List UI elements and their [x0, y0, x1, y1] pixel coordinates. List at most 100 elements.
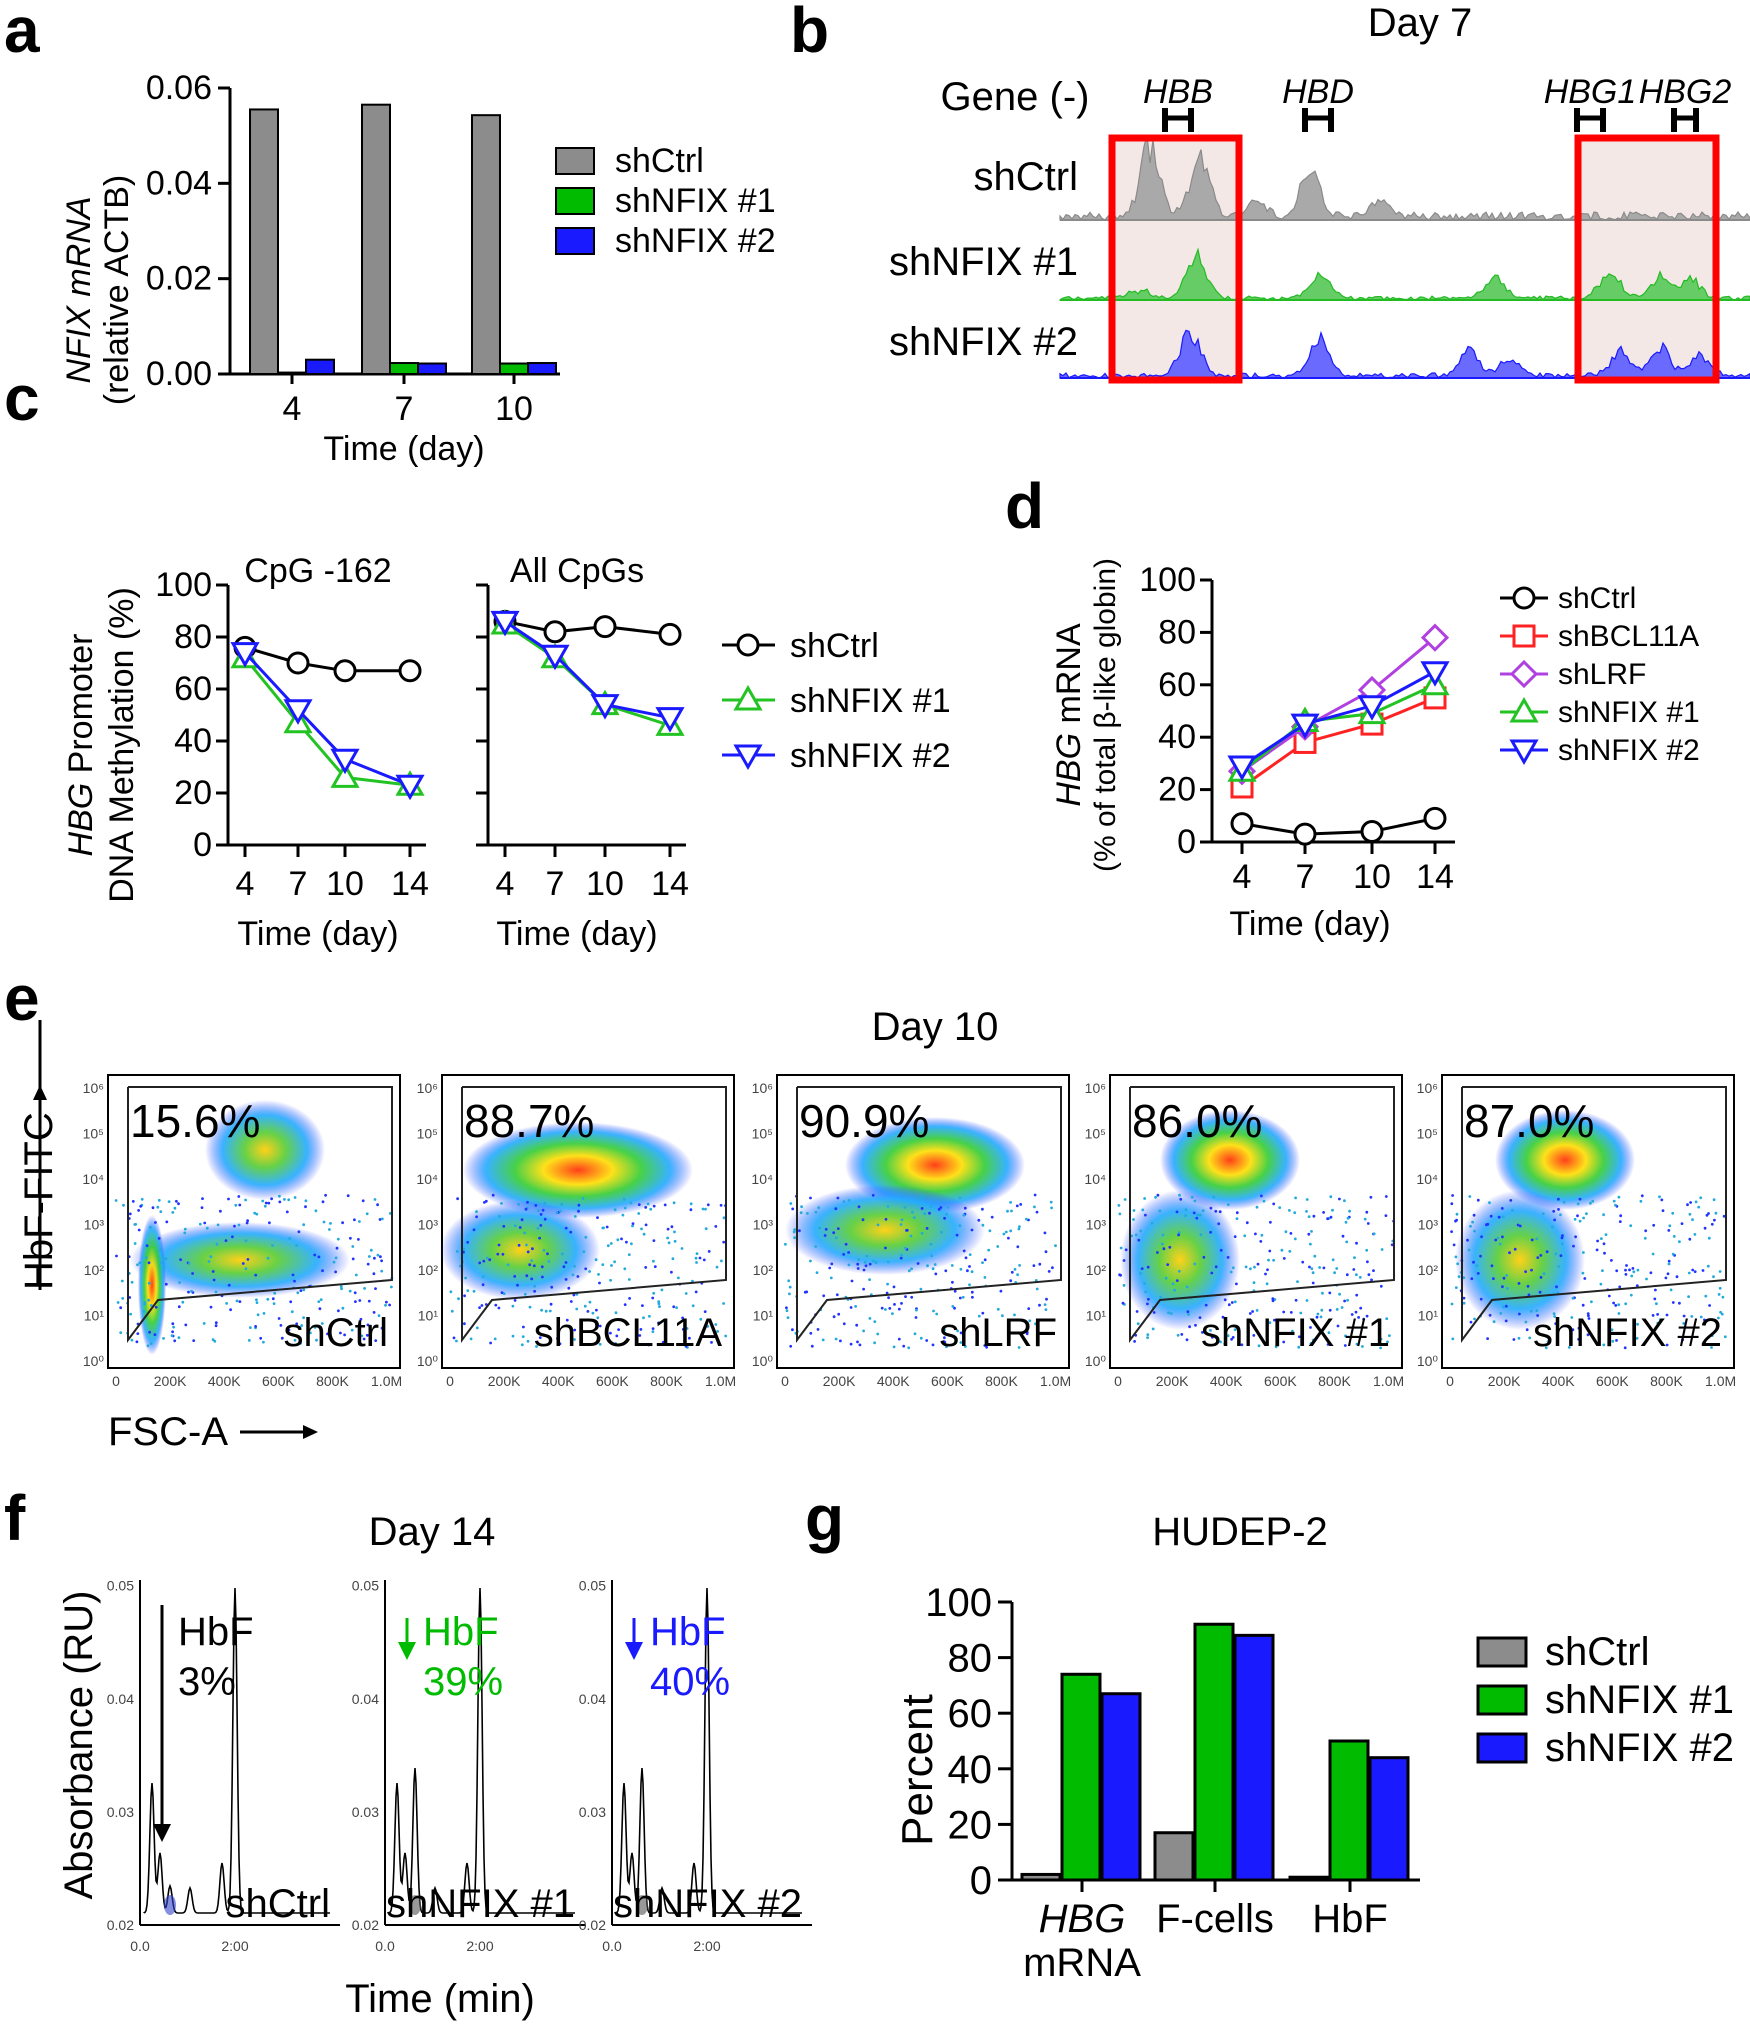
c-point: [540, 644, 570, 671]
e-event-dot: [1331, 1208, 1334, 1212]
e-event-dot: [834, 1236, 838, 1240]
e-event-dot: [1032, 1264, 1036, 1267]
e-event-dot: [340, 1343, 344, 1347]
e-event-dot: [1517, 1282, 1521, 1285]
e-event-dot: [839, 1339, 842, 1343]
e-event-dot: [1257, 1344, 1261, 1348]
e-event-dot: [1353, 1256, 1356, 1259]
e-event-dot: [354, 1273, 358, 1277]
e-event-dot: [861, 1218, 865, 1222]
e-event-dot: [1309, 1242, 1312, 1246]
e-event-dot: [263, 1204, 267, 1208]
e-event-dot: [816, 1328, 820, 1331]
e-event-dot: [238, 1203, 242, 1207]
e-event-dot: [1025, 1330, 1029, 1334]
e-event-dot: [246, 1258, 250, 1261]
e-event-dot: [1577, 1337, 1580, 1341]
e-event-dot: [455, 1339, 458, 1343]
e-event-dot: [187, 1290, 190, 1294]
e-event-dot: [694, 1290, 698, 1294]
e-event-dot: [1348, 1209, 1351, 1213]
e-event-dot: [970, 1228, 974, 1232]
e-event-dot: [809, 1196, 812, 1200]
e-event-dot: [1035, 1210, 1039, 1214]
e-ytick-label: 10³: [1086, 1217, 1107, 1233]
e-event-dot: [1311, 1281, 1315, 1285]
e-gate: [1461, 1086, 1727, 1343]
e-event-dot: [1498, 1242, 1502, 1246]
e-event-dot: [136, 1332, 140, 1335]
e-event-dot: [1195, 1216, 1199, 1220]
e-event-dot: [970, 1270, 974, 1274]
e-event-dot: [1480, 1235, 1483, 1239]
e-event-dot: [1379, 1337, 1383, 1341]
e-event-dot: [1518, 1312, 1521, 1316]
e-event-dot: [1282, 1310, 1286, 1314]
e-event-dot: [1209, 1230, 1212, 1234]
e-event-dot: [1230, 1337, 1233, 1341]
e-event-dot: [1043, 1231, 1047, 1235]
e-event-dot: [1624, 1273, 1628, 1276]
e-event-dot: [1492, 1320, 1496, 1323]
e-event-dot: [280, 1336, 284, 1340]
e-event-dot: [680, 1247, 684, 1250]
e-event-dot: [149, 1225, 152, 1229]
e-event-dot: [1524, 1270, 1527, 1273]
e-event-dot: [1471, 1220, 1474, 1224]
e-event-dot: [1582, 1216, 1585, 1220]
e-event-dot: [1119, 1246, 1123, 1250]
e-event-dot: [672, 1201, 676, 1205]
e-event-dot: [1144, 1290, 1147, 1294]
e-event-dot: [673, 1230, 676, 1234]
e-event-dot: [526, 1339, 530, 1343]
e-event-dot: [850, 1279, 854, 1283]
e-event-dot: [652, 1259, 655, 1263]
e-event-dot: [639, 1328, 643, 1331]
e-event-dot: [1173, 1288, 1176, 1292]
e-event-dot: [1134, 1233, 1138, 1237]
e-event-dot: [380, 1217, 384, 1221]
e-event-dot: [540, 1265, 544, 1269]
e-event-dot: [652, 1204, 656, 1208]
e-event-dot: [707, 1250, 711, 1253]
e-event-dot: [119, 1331, 123, 1334]
e-event-dot: [1541, 1212, 1545, 1216]
e-event-dot: [1385, 1317, 1389, 1320]
e-event-dot: [1322, 1211, 1325, 1214]
e-event-dot: [598, 1281, 601, 1285]
e-event-dot: [1312, 1214, 1316, 1218]
e-event-dot: [981, 1223, 985, 1227]
f-chromatogram: [615, 1587, 802, 1914]
b-gene-row-label: Gene (-): [941, 75, 1090, 119]
e-event-dot: [1036, 1330, 1040, 1334]
e-event-dot: [925, 1339, 929, 1342]
e-event-dot: [1329, 1195, 1333, 1199]
c-xtick-label: 4: [236, 865, 255, 903]
e-event-dot: [1473, 1229, 1476, 1233]
e-event-dot: [884, 1308, 887, 1311]
e-event-dot: [684, 1292, 688, 1295]
e-event-dot: [1687, 1295, 1690, 1298]
c-series-line: [504, 619, 671, 636]
e-event-dot: [983, 1276, 987, 1279]
f-hbf-percent: 40%: [650, 1660, 730, 1704]
f-hbf-arrowhead: [153, 1824, 171, 1842]
e-event-dot: [334, 1256, 338, 1260]
e-event-dot: [369, 1248, 373, 1252]
e-event-dot: [367, 1299, 371, 1303]
e-event-dot: [562, 1265, 566, 1269]
e-event-dot: [567, 1286, 571, 1290]
e-event-dot: [1472, 1213, 1476, 1217]
c-point: [283, 699, 313, 725]
e-event-dot: [525, 1243, 528, 1247]
a-bar: [277, 371, 307, 376]
e-event-dot: [237, 1223, 241, 1227]
e-event-dot: [1329, 1215, 1333, 1219]
b-highlight-hbb-box: [1108, 134, 1243, 384]
e-event-dot: [1682, 1322, 1686, 1325]
e-event-dot: [350, 1328, 354, 1332]
e-event-dot: [702, 1258, 706, 1262]
e-event-dot: [573, 1215, 577, 1218]
